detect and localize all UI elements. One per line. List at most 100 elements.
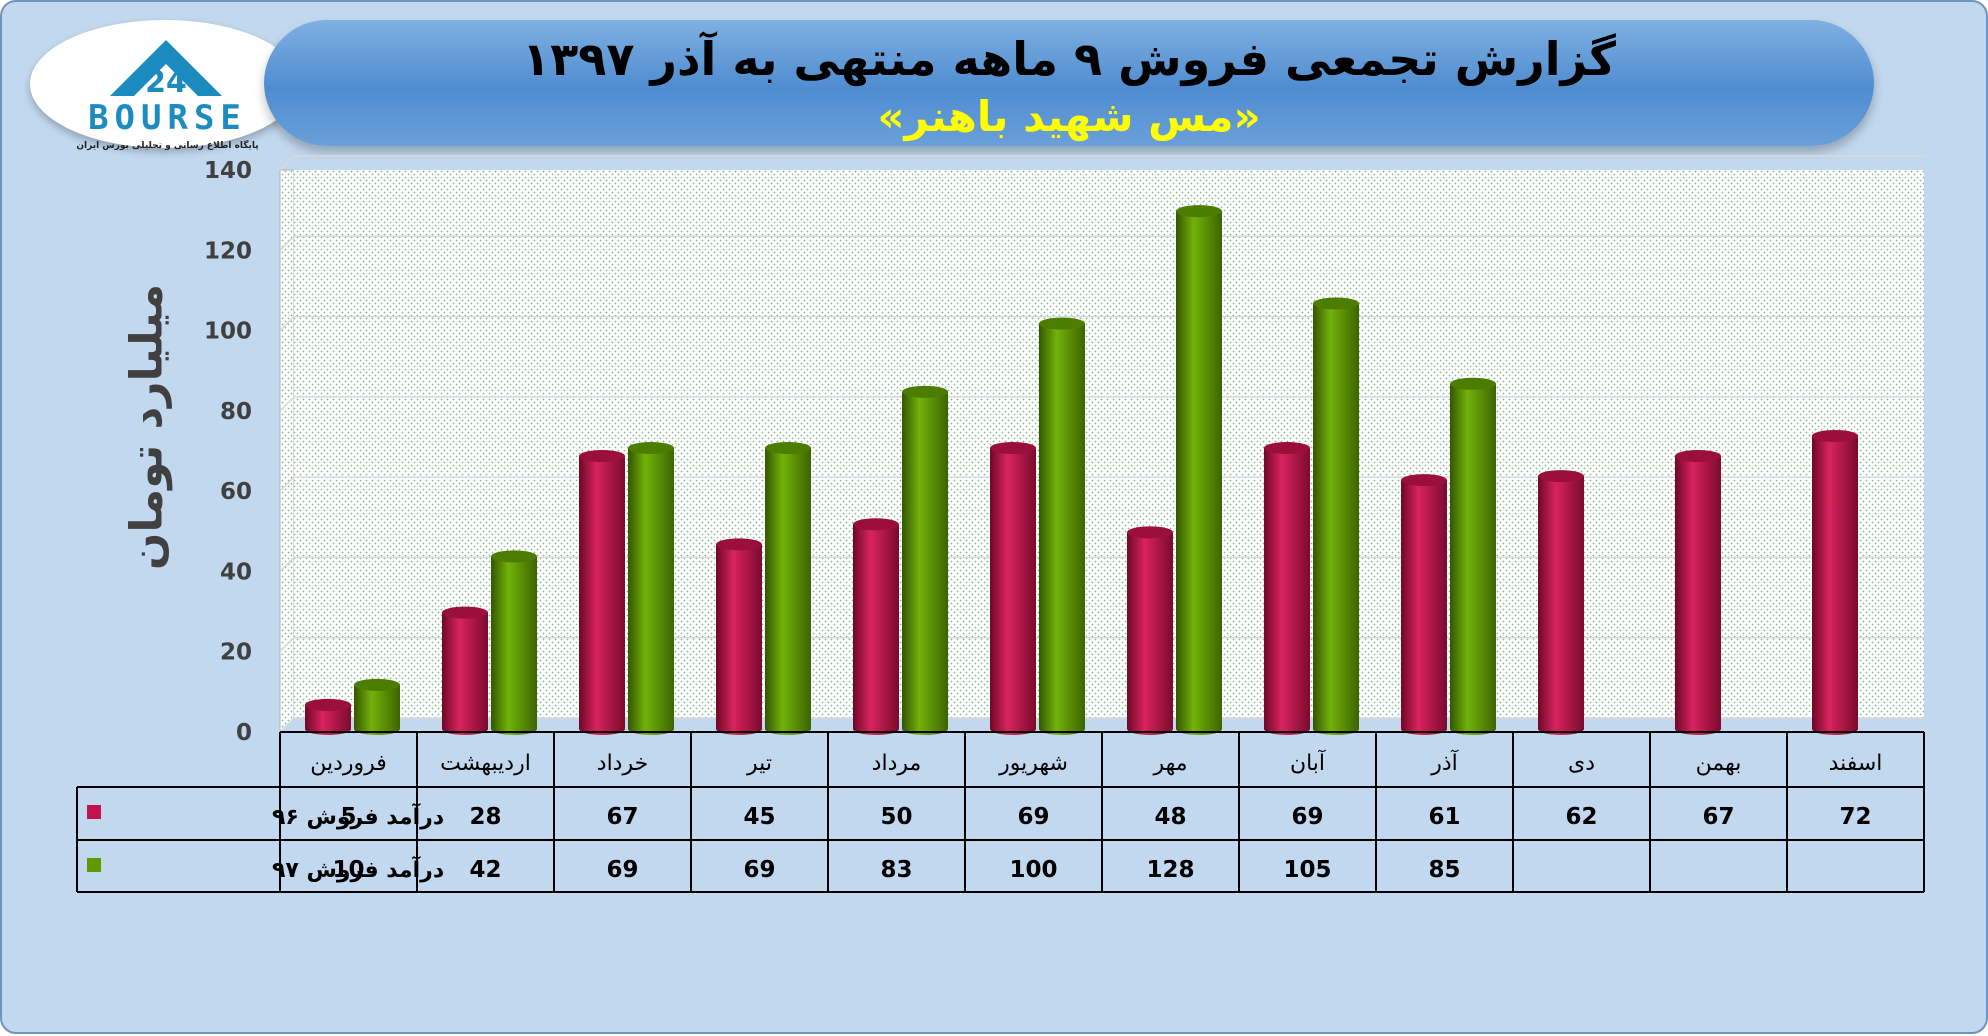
data-value-label: 85 (1428, 857, 1460, 883)
bar (765, 442, 811, 735)
bar-top (1675, 450, 1721, 463)
bar-body (1538, 476, 1584, 735)
logo-name: BOURSE (88, 98, 247, 138)
data-value-label: 48 (1154, 804, 1186, 830)
chart-subtitle: «مس شهید باهنر» (877, 92, 1261, 141)
bar (1176, 205, 1222, 735)
bar-top (990, 442, 1036, 455)
data-value-label: 28 (469, 804, 501, 830)
gridline (279, 476, 1924, 492)
bar (1401, 474, 1447, 735)
gridlines (279, 155, 1924, 733)
bar (1127, 526, 1173, 735)
bar (1039, 317, 1085, 735)
plot-back-wall (294, 170, 1924, 718)
bar (354, 678, 400, 735)
gridline (279, 315, 1924, 332)
legend-label: درآمد فروش ۹۶ (272, 802, 444, 830)
bar-top (305, 698, 351, 711)
y-tick-label: 0 (236, 720, 252, 746)
bar-body (1401, 480, 1447, 735)
y-tick-label: 80 (220, 399, 252, 425)
bar (1264, 442, 1310, 735)
data-value-label: 62 (1565, 804, 1597, 830)
gridline (279, 396, 1924, 412)
bar (305, 698, 351, 735)
svg-text:24: 24 (145, 65, 187, 100)
bar (491, 550, 537, 735)
bar (902, 385, 948, 735)
legend-swatch (87, 858, 101, 872)
bar (1450, 377, 1496, 735)
bar-body (628, 448, 674, 735)
bar (1538, 470, 1584, 735)
bar-top (1313, 297, 1359, 310)
y-tick-label: 20 (220, 640, 252, 666)
bar-body (354, 684, 400, 735)
plot-side-wall (279, 169, 295, 734)
bar-body (765, 448, 811, 735)
bar-top (442, 606, 488, 619)
data-value-label: 67 (606, 804, 638, 830)
x-category-label: بهمن (1696, 751, 1742, 776)
y-tick-label: 100 (204, 319, 252, 345)
chart-title: گزارش تجمعی فروش ۹ ماهه منتهی به آذر ۱۳۹… (522, 32, 1616, 86)
bar (628, 442, 674, 735)
bar (716, 538, 762, 735)
bar-body (1675, 456, 1721, 735)
data-value-label: 69 (743, 857, 775, 883)
bar-body (491, 556, 537, 735)
data-value-label: 69 (606, 857, 638, 883)
bar-top (1127, 526, 1173, 539)
bar-top (1176, 205, 1222, 218)
x-category-label: فروردین (310, 751, 387, 776)
gridline (279, 556, 1924, 572)
data-value-label: 42 (469, 857, 501, 883)
bar-body (1176, 211, 1222, 735)
bar-body (579, 456, 625, 735)
data-value-label: 105 (1283, 857, 1331, 883)
gridline (279, 636, 1924, 653)
x-category-label: مرداد (872, 751, 922, 776)
y-tick-label: 60 (220, 479, 252, 505)
bar-top (902, 385, 948, 398)
bar-body (442, 612, 488, 735)
data-table: فروردین اردیبهشت خرداد تیر مرداد شهریور مهر آبا… (76, 731, 1925, 893)
plot-area (279, 169, 1924, 734)
bar-body (853, 524, 899, 735)
bar-top (628, 442, 674, 455)
bar-top (1450, 377, 1496, 390)
bar (1675, 450, 1721, 735)
x-category-label: اردیبهشت (440, 751, 531, 776)
y-tick-label: 40 (220, 559, 252, 585)
gridline (279, 717, 1924, 733)
bar-top (1401, 474, 1447, 487)
x-category-label: مهر (1152, 751, 1187, 776)
bar (1313, 297, 1359, 735)
data-value-label: 69 (1017, 804, 1049, 830)
data-value-label: 128 (1146, 857, 1194, 883)
x-category-label: اسفند (1829, 751, 1883, 776)
bar-body (1450, 383, 1496, 735)
legend-swatch (87, 805, 101, 819)
bar-top (1812, 429, 1858, 442)
bar-body (1313, 303, 1359, 735)
y-tick-label: 120 (204, 238, 252, 264)
data-value-label: 100 (1009, 857, 1057, 883)
x-category-label: شهریور (998, 751, 1068, 776)
bar-top (1039, 317, 1085, 330)
bar-body (1812, 435, 1858, 735)
bar-top (354, 678, 400, 691)
bar-top (1538, 470, 1584, 483)
x-category-label: تیر (746, 751, 772, 776)
bar-body (1039, 323, 1085, 735)
bar (853, 518, 899, 735)
bar-top (491, 550, 537, 563)
bar-top (716, 538, 762, 551)
bar (442, 606, 488, 735)
data-value-label: 67 (1702, 804, 1734, 830)
bar-body (1127, 532, 1173, 735)
gridline (279, 155, 1924, 171)
bar-body (1264, 448, 1310, 735)
